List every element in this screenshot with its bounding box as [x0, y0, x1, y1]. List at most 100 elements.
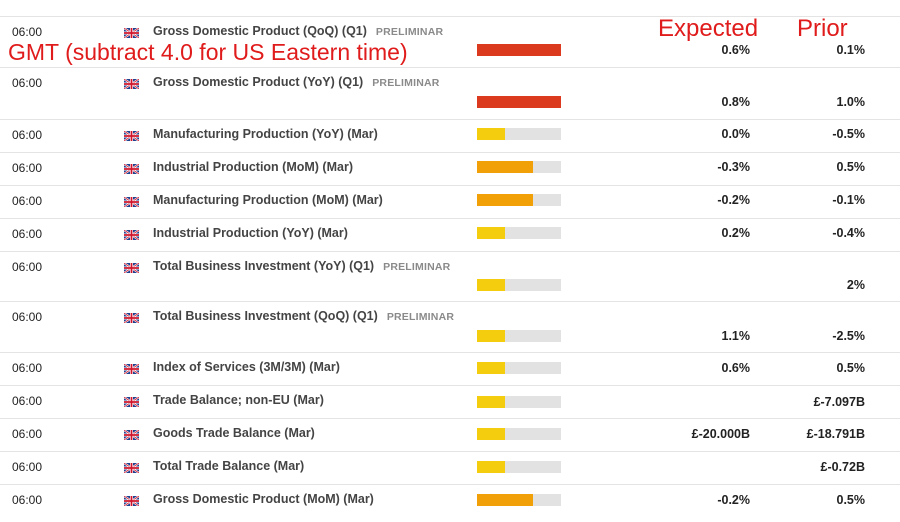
event-name-text: Total Trade Balance (Mar) — [153, 459, 305, 473]
table-row[interactable]: 06:00 Gross Domestic Product (MoM) (Mar) -… — [0, 484, 900, 522]
table-row[interactable]: 06:00 Total Trade Balance (Mar) £-0.72B — [0, 451, 900, 485]
event-name[interactable]: Index of Services (3M/3M) (Mar) — [153, 360, 340, 374]
event-name[interactable]: Gross Domestic Product (QoQ) (Q1) PRELIMI… — [153, 24, 443, 38]
impact-bar — [477, 362, 561, 374]
event-time: 06:00 — [12, 310, 43, 324]
event-name[interactable]: Gross Domestic Product (YoY) (Q1) PRELIMI… — [153, 75, 440, 89]
impact-bar-fill — [477, 396, 505, 408]
table-row[interactable]: 06:00 Manufacturing Production (MoM) (Mar… — [0, 185, 900, 219]
preliminary-badge: PRELIMINAR — [372, 77, 440, 89]
impact-bar — [477, 428, 561, 440]
impact-bar-fill — [477, 128, 505, 140]
impact-bar — [477, 494, 561, 506]
table-row-partial[interactable]: 07:00Consumer Inflation Expectations (Ma… — [0, 0, 900, 16]
impact-bar-fill — [477, 494, 534, 506]
impact-bar — [477, 279, 561, 291]
uk-flag-icon — [123, 260, 140, 274]
table-row[interactable]: 06:00 Total Business Investment (QoQ) (Q1… — [0, 301, 900, 353]
expected-value: 0.6% — [721, 361, 751, 375]
event-name-text: Gross Domestic Product (MoM) (Mar) — [153, 492, 374, 506]
event-time: 06:00 — [12, 361, 43, 375]
table-row[interactable]: 06:00 Goods Trade Balance (Mar) £-20.000B £… — [0, 418, 900, 452]
preliminary-badge: PRELIMINAR — [386, 311, 455, 323]
impact-bar-fill — [477, 428, 505, 440]
event-name[interactable]: Gross Domestic Product (MoM) (Mar) — [153, 492, 374, 506]
table-row[interactable]: 06:00 Trade Balance; non-EU (Mar) £-7.097B — [0, 385, 900, 419]
impact-bar-fill — [477, 44, 561, 56]
event-name-text: Gross Domestic Product (YoY) (Q1) — [153, 75, 364, 89]
event-name[interactable]: Manufacturing Production (MoM) (Mar) — [153, 193, 383, 207]
impact-bar — [477, 227, 561, 239]
prior-value: 0.5% — [836, 493, 866, 507]
event-time: 06:00 — [12, 460, 43, 474]
expected-value: 0.0% — [721, 127, 751, 141]
uk-flag-icon — [123, 128, 140, 142]
expected-value: 0.2% — [721, 226, 751, 240]
table-row[interactable]: 06:00 Industrial Production (YoY) (Mar) 0.… — [0, 218, 900, 252]
timezone-annotation: GMT (subtract 4.0 for US Eastern time) — [8, 39, 408, 65]
impact-bar-fill — [477, 194, 534, 206]
event-name[interactable]: Total Trade Balance (Mar) — [153, 459, 304, 473]
expected-value: -0.2% — [717, 193, 750, 207]
impact-bar — [477, 461, 561, 473]
impact-bar — [477, 128, 561, 140]
uk-flag-icon — [123, 227, 140, 241]
impact-bar — [477, 194, 561, 206]
prior-value: £-18.791B — [806, 427, 865, 441]
table-row[interactable]: 06:00 Gross Domestic Product (QoQ) (Q1) PR… — [0, 16, 900, 68]
uk-flag-icon — [123, 460, 140, 474]
event-name[interactable]: Goods Trade Balance (Mar) — [153, 426, 315, 440]
impact-bar — [477, 161, 561, 173]
expected-value: £-20.000B — [691, 427, 750, 441]
expected-value: 0.6% — [721, 43, 751, 57]
impact-bar-fill — [477, 330, 505, 342]
prior-value: 2% — [846, 278, 865, 292]
event-name[interactable]: Total Business Investment (YoY) (Q1) PREL… — [153, 259, 450, 273]
preliminary-badge: PRELIMINAR — [375, 26, 444, 38]
prior-value: 0.5% — [836, 361, 866, 375]
table-row[interactable]: 06:00 Gross Domestic Product (YoY) (Q1) PR… — [0, 67, 900, 120]
table-row[interactable]: 06:00 Manufacturing Production (YoY) (Mar… — [0, 119, 900, 153]
prior-value: -0.4% — [832, 226, 865, 240]
event-name-text: Manufacturing Production (YoY) (Mar) — [153, 127, 378, 141]
event-name[interactable]: Industrial Production (MoM) (Mar) — [153, 160, 353, 174]
impact-bar-fill — [477, 279, 505, 291]
uk-flag-icon — [123, 361, 140, 375]
event-time: 06:00 — [12, 76, 43, 90]
impact-bar — [477, 396, 561, 408]
event-name-text: Manufacturing Production (MoM) (Mar) — [153, 193, 383, 207]
prior-value: -0.5% — [832, 127, 865, 141]
expected-value: -0.3% — [717, 160, 750, 174]
event-time: 06:00 — [12, 394, 43, 408]
table-row[interactable]: 06:00 Total Business Investment (YoY) (Q1… — [0, 251, 900, 302]
uk-flag-icon — [123, 493, 140, 507]
event-time: 06:00 — [12, 194, 43, 208]
event-name[interactable]: Total Business Investment (QoQ) (Q1) PREL… — [153, 309, 454, 323]
event-name[interactable]: Industrial Production (YoY) (Mar) — [153, 226, 348, 240]
event-name[interactable]: Manufacturing Production (YoY) (Mar) — [153, 127, 378, 141]
prior-value: £-0.72B — [820, 460, 865, 474]
prior-value: 0.1% — [836, 43, 866, 57]
event-name-text: Industrial Production (MoM) (Mar) — [153, 160, 353, 174]
impact-bar-fill — [477, 362, 505, 374]
expected-value: 1.1% — [721, 329, 751, 343]
prior-value: 0.5% — [836, 160, 866, 174]
preliminary-badge: PRELIMINAR — [383, 261, 451, 273]
expected-value: 0.8% — [721, 95, 751, 109]
prior-column-annotation: Prior — [797, 15, 848, 42]
event-name-text: Goods Trade Balance (Mar) — [153, 426, 315, 440]
table-row[interactable]: 06:00 Industrial Production (MoM) (Mar) -0… — [0, 152, 900, 186]
event-name-text: Trade Balance; non-EU (Mar) — [153, 393, 324, 407]
table-row[interactable]: 06:00 Index of Services (3M/3M) (Mar) 0.6%… — [0, 352, 900, 386]
impact-bar-fill — [477, 161, 534, 173]
impact-bar-fill — [477, 461, 505, 473]
event-name[interactable]: Trade Balance; non-EU (Mar) — [153, 393, 324, 407]
event-time: 06:00 — [12, 227, 43, 241]
event-time: 06:00 — [12, 161, 43, 175]
event-time: 06:00 — [12, 25, 43, 39]
event-name-text: Gross Domestic Product (QoQ) (Q1) — [153, 24, 367, 38]
uk-flag-icon — [123, 427, 140, 441]
impact-bar-fill — [477, 227, 505, 239]
event-time: 06:00 — [12, 260, 43, 274]
prior-value: -2.5% — [832, 329, 865, 343]
